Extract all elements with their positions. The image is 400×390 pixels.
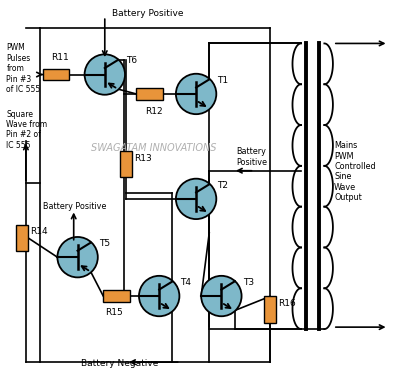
Text: R14: R14 (30, 227, 48, 236)
Circle shape (176, 74, 216, 114)
Text: T3: T3 (243, 278, 254, 287)
Text: PWM
Pulses
from
Pin #3
of IC 555: PWM Pulses from Pin #3 of IC 555 (6, 43, 41, 94)
Text: R13: R13 (134, 154, 152, 163)
Circle shape (176, 179, 216, 219)
Text: SWAGATAM INNOVATIONS: SWAGATAM INNOVATIONS (91, 144, 216, 153)
Bar (16, 225, 28, 251)
Text: Battery
Positive: Battery Positive (236, 147, 267, 167)
Text: T5: T5 (99, 239, 110, 248)
Text: Mains
PWM
Controlled
Sine
Wave
Output: Mains PWM Controlled Sine Wave Output (334, 141, 376, 202)
Circle shape (139, 276, 180, 316)
Text: Battery Positive: Battery Positive (43, 202, 106, 211)
Text: R15: R15 (105, 308, 122, 317)
Circle shape (57, 237, 98, 277)
Bar (136, 88, 163, 100)
Text: Square
Wave from
Pin #2 of
IC 555: Square Wave from Pin #2 of IC 555 (6, 110, 48, 150)
Text: T4: T4 (180, 278, 192, 287)
Circle shape (201, 276, 242, 316)
Text: R12: R12 (145, 107, 162, 116)
Text: T1: T1 (218, 76, 229, 85)
Bar (264, 296, 276, 323)
Circle shape (84, 54, 125, 95)
Bar (120, 151, 132, 177)
Text: Battery Positive: Battery Positive (112, 9, 183, 18)
Bar (103, 290, 130, 302)
Text: Battery Negative: Battery Negative (82, 359, 159, 368)
Text: T6: T6 (126, 57, 137, 66)
Bar (43, 69, 70, 80)
Text: R16: R16 (278, 299, 296, 308)
Text: T2: T2 (218, 181, 228, 190)
Text: R11: R11 (52, 53, 69, 62)
